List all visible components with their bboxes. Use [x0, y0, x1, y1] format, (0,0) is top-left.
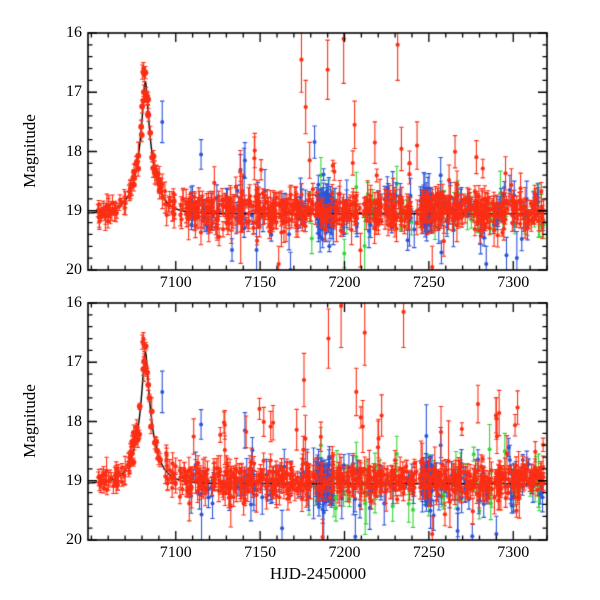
y-axis-label-top: Magnitude [20, 114, 39, 188]
panel-top-canvas [0, 0, 600, 300]
panel-bottom-canvas [0, 300, 600, 600]
y-axis-label-bottom: Magnitude [20, 384, 39, 458]
x-axis-label: HJD-2450000 [269, 564, 367, 583]
